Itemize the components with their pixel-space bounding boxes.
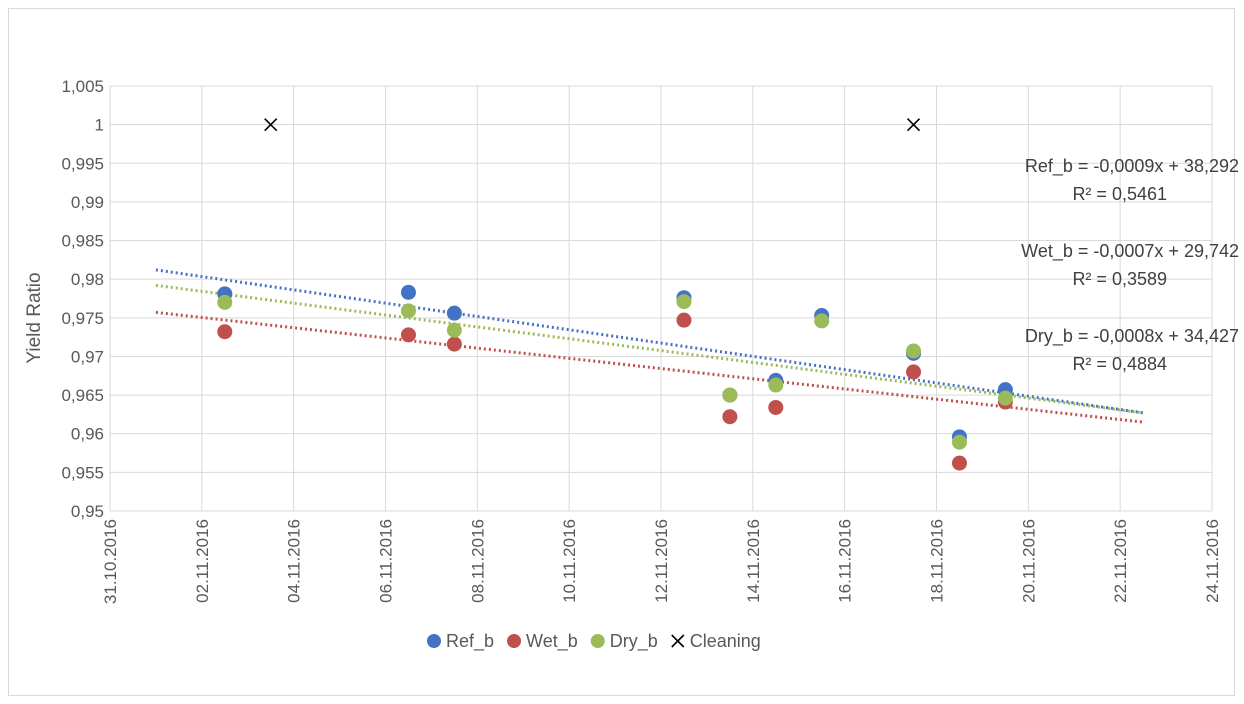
x-tick-label: 16.11.2016: [836, 519, 855, 603]
legend-item-ref-b[interactable]: Ref_b: [427, 631, 494, 652]
dry-b-point: [446, 322, 462, 338]
y-axis-title: Yield Ratio: [24, 272, 45, 363]
wet-b-point: [400, 327, 416, 343]
y-tick-label: 0,995: [61, 154, 104, 173]
cleaning-marker: [906, 118, 921, 132]
legend[interactable]: Ref_b Wet_b Dry_b Cleaning: [427, 631, 761, 652]
cleaning-marker: [264, 118, 278, 132]
wet-b-trend-equation: Wet_b = -0,0007x + 29,742: [1021, 241, 1239, 262]
x-tick-label: 08.11.2016: [468, 519, 487, 603]
x-tick-label: 12.11.2016: [652, 519, 671, 603]
dry-b-r-squared: R² = 0,4884: [1072, 354, 1167, 374]
legend-label: Ref_b: [446, 631, 494, 652]
x-tick-label: 14.11.2016: [744, 519, 763, 603]
wet-b-point: [676, 312, 692, 328]
x-tick-label: 04.11.2016: [285, 519, 304, 603]
dry-b-point: [400, 303, 416, 319]
data-points: [217, 118, 1013, 471]
ref-b-point: [446, 305, 462, 321]
wet-b-r-squared: R² = 0,3589: [1072, 269, 1167, 289]
legend-dot-icon: [590, 634, 605, 648]
wet-b-point: [951, 455, 967, 471]
legend-label: Wet_b: [526, 631, 578, 652]
x-tick-label: 20.11.2016: [1019, 519, 1038, 603]
ref-b-r-squared: R² = 0,5461: [1072, 184, 1167, 204]
trend-equations: Ref_b = -0,0009x + 38,292 R² = 0,5461 Wet_…: [1021, 156, 1239, 374]
wet-b-point: [722, 409, 738, 425]
y-tick-label: 1,005: [61, 77, 104, 96]
dry-b-point: [814, 313, 830, 329]
grid: [109, 85, 1213, 512]
dry-b-point: [997, 390, 1013, 406]
wet-b-point: [446, 336, 462, 352]
wet-b-trendline: [155, 310, 1144, 424]
dry-b-trend-equation: Dry_b = -0,0008x + 34,427: [1025, 326, 1239, 347]
x-tick-label: 18.11.2016: [928, 519, 947, 603]
x-tick-label: 06.11.2016: [377, 519, 396, 603]
y-tick-label: 0,975: [61, 309, 104, 328]
dry-b-point: [951, 434, 967, 450]
dry-b-point: [768, 377, 784, 393]
dry-b-point: [676, 294, 692, 310]
wet-b-point: [217, 324, 233, 340]
ref-b-trendline: [155, 268, 1144, 415]
y-tick-label: 0,955: [61, 463, 104, 482]
x-tick-label: 02.11.2016: [193, 519, 212, 603]
y-tick-label: 0,985: [61, 232, 104, 251]
legend-dot-icon: [427, 634, 441, 648]
y-tick-label: 0,96: [71, 425, 104, 444]
y-tick-label: 0,97: [71, 347, 104, 366]
x-axis-ticks: 31.10.2016 02.11.2016 04.11.2016 06.11.2016…: [101, 519, 1222, 604]
wet-b-point: [768, 399, 784, 415]
y-tick-label: 0,98: [71, 270, 104, 289]
y-tick-label: 0,965: [61, 386, 104, 405]
ref-b-point: [400, 284, 416, 300]
y-tick-label: 0,95: [71, 502, 104, 521]
ref-b-trend-equation: Ref_b = -0,0009x + 38,292: [1025, 156, 1239, 177]
x-tick-label: 31.10.2016: [101, 519, 120, 604]
trendlines: [155, 268, 1144, 424]
dry-b-point: [217, 294, 233, 310]
legend-item-dry-b[interactable]: Dry_b: [590, 631, 658, 652]
chart-frame: [8, 8, 1235, 696]
legend-item-wet-b[interactable]: Wet_b: [507, 631, 578, 652]
y-tick-label: 1: [95, 116, 104, 135]
legend-item-cleaning[interactable]: Cleaning: [671, 631, 761, 651]
y-axis-ticks: 0,95 0,955 0,96 0,965 0,97 0,975 0,98 0,985 0,99…: [61, 77, 104, 521]
x-tick-label: 10.11.2016: [560, 519, 579, 603]
wet-b-point: [906, 364, 922, 380]
dry-b-point: [722, 387, 738, 403]
legend-label: Dry_b: [610, 631, 658, 652]
legend-dot-icon: [507, 634, 522, 648]
legend-cross-icon: [671, 634, 685, 648]
legend-label: Cleaning: [690, 631, 761, 651]
dry-b-point: [906, 343, 922, 359]
y-tick-label: 0,99: [71, 193, 104, 212]
x-tick-label: 24.11.2016: [1203, 519, 1222, 603]
dry-b-trendline: [155, 283, 1144, 415]
x-tick-label: 22.11.2016: [1111, 519, 1130, 603]
